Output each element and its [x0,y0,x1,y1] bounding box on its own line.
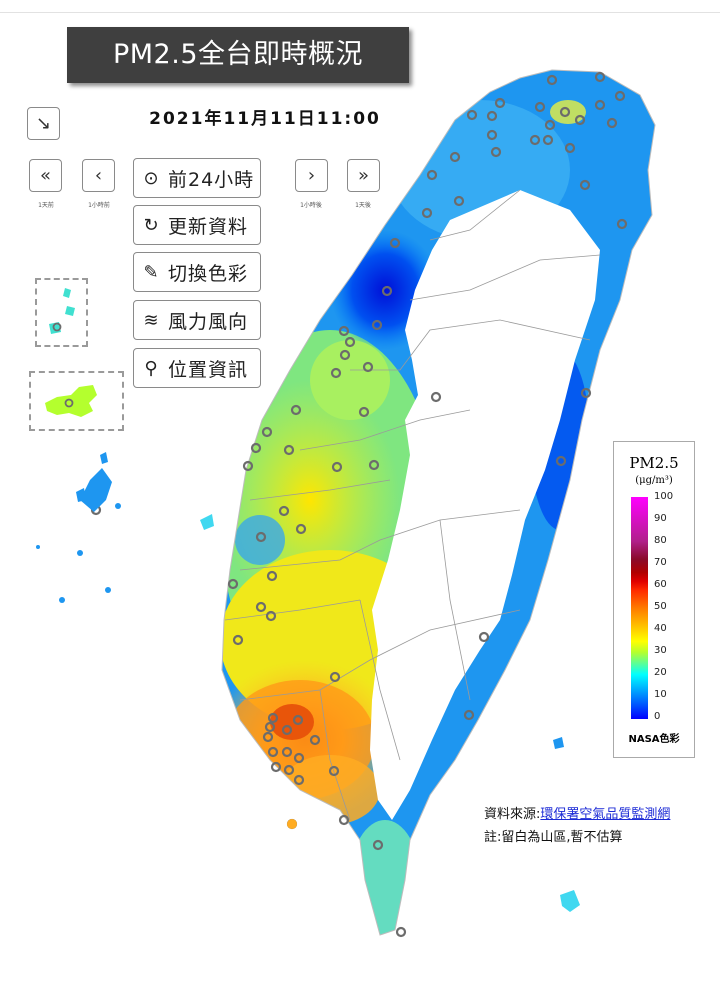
refresh-data-label: 更新資料 [168,215,249,238]
wind-direction-button[interactable]: ≋ 風力風向 [133,300,261,340]
legend-tick: 70 [654,557,667,568]
location-info-label: 位置資訊 [168,358,249,381]
collapse-panel-button[interactable]: ↘ [27,107,60,140]
refresh-icon: ↻ [143,214,159,236]
chevron-right-icon: › [307,165,316,186]
legend-tick: 30 [654,645,667,656]
legend-tick: 80 [654,535,667,546]
legend-color-bar [631,497,648,719]
legend-title: PM2.5 [629,454,679,472]
page-title: PM2.5全台即時概況 [67,27,409,83]
legend-tick: 0 [654,711,661,722]
hour-back-label: 1小時前 [88,202,110,209]
location-info-button[interactable]: ⚲ 位置資訊 [133,348,261,388]
legend-tick: 10 [654,689,667,700]
wind-icon: ≋ [143,309,159,331]
hour-back-button[interactable]: ‹ [82,159,115,192]
legend-palette-name: NASA色彩 [628,734,680,745]
double-chevron-right-icon: » [357,165,369,186]
matsu-inset[interactable] [35,278,88,347]
day-forward-button[interactable]: » [347,159,380,192]
kinmen-inset[interactable] [29,371,124,431]
past-24h-button[interactable]: ⊙ 前24小時 [133,158,261,198]
island-outline [221,69,656,936]
source-prefix: 資料來源: [484,807,541,822]
outlying-islands [36,452,580,912]
hour-forward-label: 1小時後 [300,202,322,209]
pm25-legend: PM2.5 (μg/m³) 100 90 80 70 60 50 40 30 2… [613,441,695,758]
county-borders [224,189,601,821]
legend-unit: (μg/m³) [635,475,673,486]
legend-tick: 60 [654,579,667,590]
day-back-label: 1天前 [38,202,54,209]
legend-tick: 40 [654,623,667,634]
hour-forward-button[interactable]: › [295,159,328,192]
data-timestamp: 2021年11月11日11:00 [149,109,381,129]
chevron-left-icon: ‹ [94,165,103,186]
legend-tick: 90 [654,513,667,524]
mountain-note: 註:留白為山區,暫不估算 [484,830,623,845]
legend-tick: 20 [654,667,667,678]
legend-tick: 100 [654,491,674,502]
paintbrush-icon: ✎ [143,261,159,283]
day-forward-label: 1天後 [355,202,371,209]
arrow-down-right-icon: ↘ [35,113,52,134]
day-back-button[interactable]: « [29,159,62,192]
station-markers[interactable] [90,71,628,938]
double-chevron-left-icon: « [39,165,51,186]
past-24h-label: 前24小時 [168,168,255,191]
top-divider [0,12,720,13]
play-circle-icon: ⊙ [143,167,159,189]
wind-direction-label: 風力風向 [168,310,249,333]
kinmen-islands-shape [45,385,97,417]
legend-tick: 50 [654,601,667,612]
switch-color-label: 切換色彩 [168,262,249,285]
matsu-islands-shape [49,288,75,334]
source-link[interactable]: 環保署空氣品質監測網 [540,807,671,822]
refresh-data-button[interactable]: ↻ 更新資料 [133,205,261,245]
switch-color-button[interactable]: ✎ 切換色彩 [133,252,261,292]
data-source: 資料來源:環保署空氣品質監測網 [484,803,670,822]
map-pin-icon: ⚲ [144,357,158,379]
